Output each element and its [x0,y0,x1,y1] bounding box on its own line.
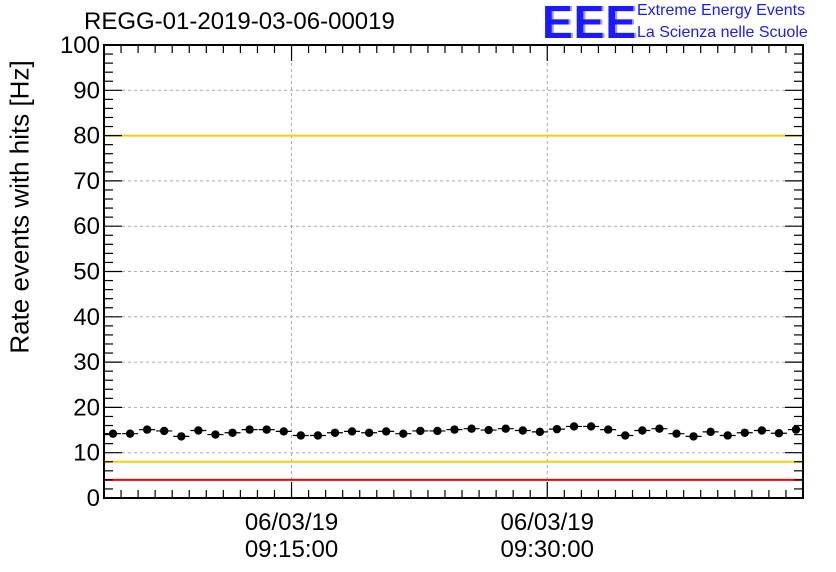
data-point [262,425,271,434]
data-point [279,427,288,436]
data-point [586,422,596,431]
data-point [450,425,459,434]
data-point [330,428,340,437]
data-point [177,432,186,441]
data-point [382,427,391,436]
data-point [416,426,425,436]
data-point [364,428,374,437]
data-point [518,426,527,435]
data-point [160,426,169,436]
data-point [313,431,323,440]
data-point [689,432,698,441]
data-point [211,430,220,439]
data-point [296,431,306,440]
data-point [723,431,732,440]
y-tick-label: 90 [73,77,100,104]
data-point [638,426,647,435]
data-point [108,429,118,438]
logo-line-1: Extreme Energy Events [637,2,806,19]
x-tick-label-date: 06/03/19 [245,509,338,536]
data-point [228,428,237,437]
data-point [757,426,767,435]
data-point [399,429,408,438]
data-point [245,425,254,434]
data-point [433,426,442,436]
data-point [791,425,801,434]
data-point [125,429,135,438]
chart-title: REGG-01-2019-03-06-00019 [84,8,395,35]
y-tick-label: 100 [60,32,100,59]
data-point [194,426,203,435]
logo-mark: EEE [542,0,638,48]
data-point [774,429,784,438]
y-tick-label: 60 [73,213,100,240]
y-tick-label: 40 [73,304,100,331]
data-point [347,427,357,436]
x-tick-label-date: 06/03/19 [501,509,594,536]
data-point [535,427,545,437]
y-tick-label: 50 [73,259,100,286]
y-axis-label: Rate events with hits [Hz] [4,60,35,354]
data-point [740,428,749,437]
data-point [706,427,715,437]
data-point [552,424,562,434]
data-point [672,429,681,438]
data-point [142,425,152,434]
x-tick-label-time: 09:30:00 [501,536,594,563]
logo-line-2: La Scienza nelle Scuole [637,24,808,41]
y-tick-label: 0 [87,485,100,512]
data-point [621,431,630,440]
x-tick-label-time: 09:15:00 [245,536,338,563]
data-point [484,425,493,435]
y-tick-label: 70 [73,168,100,195]
data-point [603,425,613,434]
data-point [655,424,664,433]
y-tick-label: 80 [73,123,100,150]
data-point [569,422,579,431]
y-tick-label: 10 [73,440,100,467]
y-tick-label: 20 [73,394,100,421]
data-point [501,424,510,433]
data-point [467,424,476,433]
y-tick-label: 30 [73,349,100,376]
